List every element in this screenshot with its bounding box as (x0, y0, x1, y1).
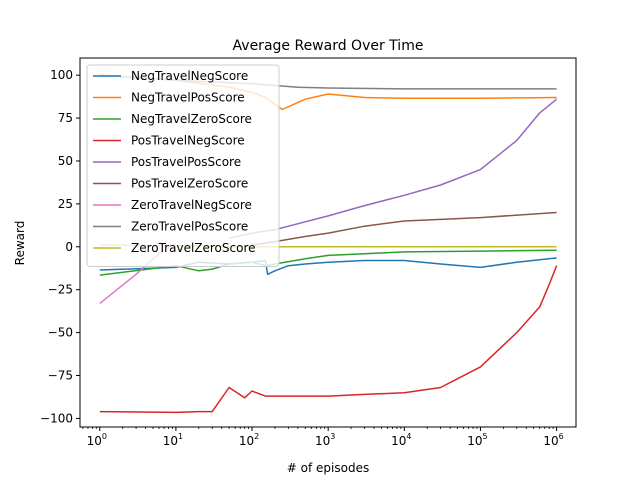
y-tick-label-7: 75 (58, 111, 73, 125)
legend-label-2: NegTravelZeroScore (131, 112, 252, 126)
x-axis-label: # of episodes (287, 461, 369, 475)
y-tick-label-5: 25 (58, 197, 73, 211)
legend-label-6: ZeroTravelNegScore (131, 198, 252, 212)
x-tick-exponent-6: 6 (559, 432, 564, 441)
y-tick-label-8: 100 (50, 68, 73, 82)
legend: NegTravelNegScore NegTravelPosScore NegTra… (86, 64, 280, 267)
x-tick-label-5: 105 (467, 432, 487, 448)
legend-label-5: PosTravelZeroScore (131, 177, 248, 191)
x-tick-label-3: 103 (315, 432, 335, 448)
x-tick-exponent-3: 3 (330, 432, 335, 441)
legend-label-8: ZeroTravelZeroScore (131, 241, 256, 255)
x-tick-exponent-1: 1 (178, 432, 183, 441)
x-tick-exponent-4: 4 (406, 432, 411, 441)
chart-title: Average Reward Over Time (233, 38, 424, 54)
y-tick-label-4: 0 (65, 240, 73, 254)
legend-label-7: ZeroTravelPosScore (131, 220, 248, 234)
x-tick-label-0: 100 (87, 432, 107, 448)
y-tick-label-1: −75 (48, 369, 73, 383)
x-tick-label-6: 106 (543, 432, 563, 448)
series-line-5 (251, 211, 557, 246)
x-tick-label-1: 101 (163, 432, 183, 448)
legend-box (86, 64, 280, 267)
x-tick-exponent-5: 5 (483, 432, 488, 441)
y-axis-label: Reward (13, 221, 27, 266)
series-line-3 (99, 265, 558, 414)
x-tick-label-4: 104 (391, 432, 411, 448)
legend-label-3: PosTravelNegScore (131, 134, 245, 148)
legend-label-4: PosTravelPosScore (131, 155, 241, 169)
legend-label-0: NegTravelNegScore (131, 69, 248, 83)
y-tick-label-6: 50 (58, 154, 73, 168)
y-tick-label-2: −50 (48, 326, 73, 340)
x-axis: 100 101 102 103 104 105 106 (82, 427, 564, 448)
legend-label-1: NegTravelPosScore (131, 91, 245, 105)
x-tick-exponent-2: 2 (254, 432, 259, 441)
y-axis: −100 −75 −50 −25 0 25 50 75 100 (40, 68, 80, 425)
x-tick-label-2: 102 (239, 432, 259, 448)
y-tick-label-3: −25 (48, 283, 73, 297)
y-tick-label-0: −100 (40, 411, 73, 425)
x-tick-exponent-0: 0 (102, 432, 107, 441)
